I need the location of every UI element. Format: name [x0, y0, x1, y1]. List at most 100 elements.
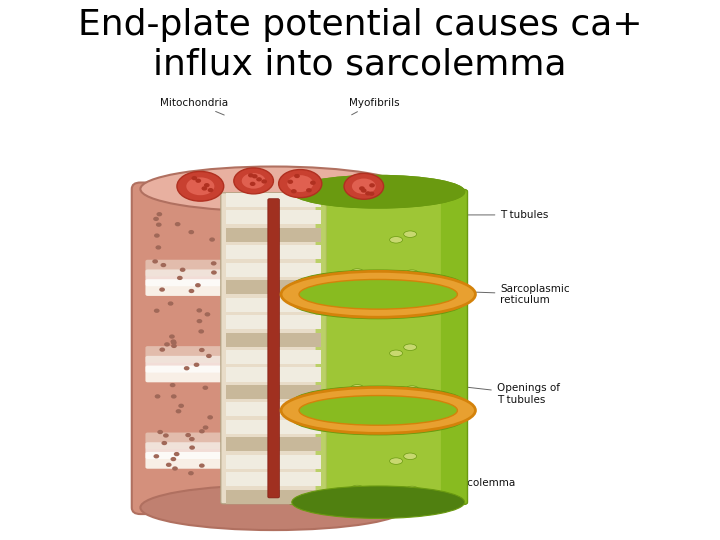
Circle shape [166, 463, 171, 467]
Circle shape [152, 259, 158, 264]
Circle shape [156, 245, 161, 249]
Circle shape [169, 334, 175, 339]
Circle shape [310, 180, 316, 185]
Ellipse shape [287, 175, 313, 192]
Circle shape [291, 189, 297, 193]
Text: Sarcolemma: Sarcolemma [410, 478, 516, 488]
Ellipse shape [279, 170, 322, 198]
FancyBboxPatch shape [145, 452, 223, 469]
Circle shape [171, 457, 176, 461]
Circle shape [174, 452, 179, 456]
FancyBboxPatch shape [145, 346, 223, 363]
Bar [226, 385, 321, 399]
Circle shape [287, 180, 293, 184]
Circle shape [204, 312, 210, 316]
Text: T tubules: T tubules [464, 210, 549, 220]
Circle shape [171, 341, 176, 345]
Bar [226, 262, 321, 276]
Circle shape [175, 222, 181, 226]
Circle shape [168, 301, 174, 306]
Circle shape [252, 174, 258, 178]
Circle shape [179, 403, 184, 408]
Ellipse shape [177, 172, 224, 201]
Circle shape [171, 394, 176, 399]
Circle shape [199, 348, 204, 352]
Circle shape [161, 263, 166, 267]
Circle shape [172, 467, 178, 471]
Ellipse shape [292, 286, 464, 319]
Circle shape [385, 379, 391, 383]
Ellipse shape [234, 168, 274, 194]
Circle shape [163, 433, 168, 437]
Circle shape [369, 192, 374, 196]
Circle shape [171, 339, 176, 343]
Circle shape [294, 174, 300, 178]
FancyBboxPatch shape [145, 356, 223, 373]
Circle shape [353, 350, 359, 355]
Circle shape [189, 230, 194, 234]
Circle shape [154, 308, 160, 313]
Bar [226, 402, 321, 416]
Circle shape [156, 212, 162, 217]
Circle shape [159, 347, 165, 352]
Circle shape [195, 179, 201, 183]
Ellipse shape [186, 177, 215, 195]
Bar [226, 333, 321, 347]
FancyBboxPatch shape [145, 279, 223, 296]
Circle shape [361, 188, 366, 193]
Circle shape [180, 268, 186, 272]
FancyBboxPatch shape [145, 433, 223, 449]
Circle shape [156, 222, 162, 227]
Circle shape [189, 289, 194, 293]
Text: End-plate potential causes ca+
influx into sarcolemma: End-plate potential causes ca+ influx in… [78, 8, 642, 82]
Circle shape [207, 415, 213, 420]
Circle shape [387, 329, 392, 334]
Circle shape [204, 183, 210, 187]
Bar [226, 228, 321, 242]
Circle shape [189, 437, 194, 441]
Circle shape [202, 386, 208, 390]
Ellipse shape [405, 386, 418, 392]
Circle shape [340, 233, 346, 237]
Circle shape [159, 287, 165, 292]
Text: Openings of
T tubules: Openings of T tubules [460, 383, 560, 405]
Circle shape [197, 319, 202, 323]
Circle shape [164, 342, 170, 347]
Circle shape [207, 188, 213, 192]
Circle shape [194, 363, 199, 367]
Ellipse shape [281, 271, 475, 317]
Circle shape [176, 409, 181, 414]
Bar [226, 298, 321, 312]
Bar [226, 315, 321, 329]
Circle shape [155, 394, 161, 399]
Circle shape [248, 173, 253, 178]
Ellipse shape [299, 395, 457, 426]
Circle shape [359, 186, 365, 191]
Circle shape [256, 177, 262, 181]
Bar [226, 245, 321, 259]
Ellipse shape [281, 388, 475, 433]
Circle shape [161, 441, 167, 445]
Ellipse shape [299, 280, 457, 309]
Ellipse shape [292, 270, 464, 302]
Circle shape [379, 391, 385, 395]
Ellipse shape [292, 402, 464, 435]
Bar [226, 455, 321, 469]
Circle shape [261, 179, 267, 184]
FancyBboxPatch shape [132, 183, 415, 514]
Circle shape [199, 429, 204, 434]
Text: Sarcoplasmic
reticulum: Sarcoplasmic reticulum [464, 284, 570, 305]
Circle shape [339, 231, 345, 235]
Circle shape [332, 261, 338, 266]
FancyBboxPatch shape [145, 260, 223, 276]
Circle shape [211, 271, 217, 275]
FancyBboxPatch shape [221, 193, 326, 504]
Circle shape [188, 471, 194, 475]
Circle shape [157, 430, 163, 434]
Ellipse shape [351, 485, 364, 492]
Circle shape [154, 233, 160, 238]
Ellipse shape [292, 176, 464, 208]
Circle shape [197, 308, 202, 313]
Circle shape [153, 217, 159, 221]
Circle shape [202, 186, 207, 191]
